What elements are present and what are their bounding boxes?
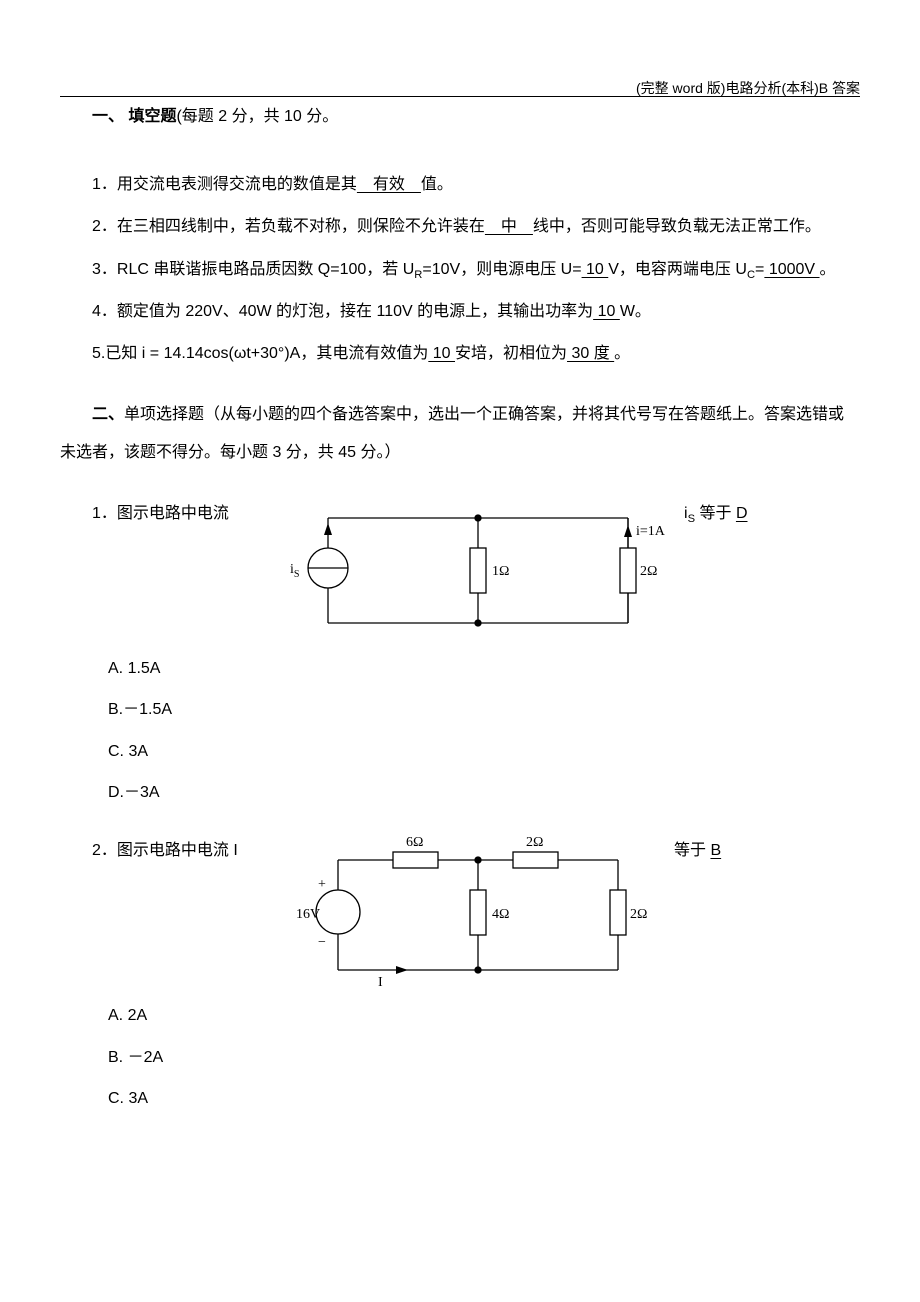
mc1-opt-b: B.－1.5A bbox=[60, 689, 860, 731]
q3-e: 。 bbox=[820, 261, 836, 278]
mc1-stem-right-sub: S bbox=[688, 513, 695, 525]
q3: 3．RLC 串联谐振电路品质因数 Q=100，若 UR=10V，则电源电压 U=… bbox=[60, 251, 860, 289]
mc2-stem-left: 2．图示电路中电流 I bbox=[60, 830, 270, 872]
q3-b: =10V，则电源电压 U= bbox=[422, 261, 581, 278]
mc1-stem-left: 1．图示电路中电流 bbox=[60, 493, 270, 535]
mc2-answer: B bbox=[710, 842, 721, 859]
q1-b: 值。 bbox=[421, 176, 453, 193]
mc1-answer: D bbox=[736, 505, 748, 522]
section1-title-rest: (每题 2 分，共 10 分。 bbox=[176, 108, 338, 125]
section1-title: 一、 填空题(每题 2 分，共 10 分。 bbox=[60, 103, 860, 132]
q3-c: V，电容两端电压 U bbox=[608, 261, 747, 278]
mc2-r1: 6Ω bbox=[406, 835, 423, 850]
mc2-r4: 2Ω bbox=[630, 907, 647, 922]
mc2-stem-right: 等于 B bbox=[666, 830, 721, 872]
q5-c: 。 bbox=[614, 345, 630, 362]
section2-title-rest: 单项选择题（从每小题的四个备选答案中，选出一个正确答案，并将其代号写在答题纸上。… bbox=[60, 406, 844, 461]
mc2-opt-a: A. 2A bbox=[60, 995, 860, 1037]
q1-blank: 有效 bbox=[357, 176, 421, 193]
mc1-circuit: iS 1Ω 2Ω i=1A bbox=[278, 493, 668, 648]
mc2-plus: + bbox=[318, 877, 326, 892]
mc1-i-label: i=1A bbox=[636, 524, 666, 539]
mc1-opt-c: C. 3A bbox=[60, 731, 860, 773]
mc1-stem-right-b: 等于 bbox=[695, 505, 736, 522]
q2-a: 2．在三相四线制中，若负载不对称，则保险不允许装在 bbox=[92, 218, 485, 235]
q5-b: 安培，初相位为 bbox=[455, 345, 567, 362]
mc1-row: 1．图示电路中电流 bbox=[60, 493, 860, 648]
q1-a: 1．用交流电表测得交流电的数值是其 bbox=[92, 176, 357, 193]
mc2-row: 2．图示电路中电流 I bbox=[60, 830, 860, 995]
mc2-i-label: I bbox=[378, 975, 383, 990]
section2-title: 二、单项选择题（从每小题的四个备选答案中，选出一个正确答案，并将其代号写在答题纸… bbox=[60, 396, 860, 473]
page: (完整 word 版)电路分析(本科)B 答案 一、 填空题(每题 2 分，共 … bbox=[0, 0, 920, 1160]
q3-sub2: C bbox=[747, 269, 755, 281]
q3-blank1: 10 bbox=[582, 261, 609, 278]
mc2-minus: − bbox=[318, 935, 326, 950]
q2: 2．在三相四线制中，若负载不对称，则保险不允许装在 中 线中，否则可能导致负载无… bbox=[60, 208, 860, 246]
q4-b: W。 bbox=[620, 303, 651, 320]
q1: 1．用交流电表测得交流电的数值是其 有效 值。 bbox=[60, 166, 860, 204]
q3-blank2: 1000V bbox=[764, 261, 819, 278]
q2-b: 线中，否则可能导致负载无法正常工作。 bbox=[533, 218, 821, 235]
mc1-r1-label: 1Ω bbox=[492, 564, 509, 579]
q4-blank: 10 bbox=[593, 303, 620, 320]
mc1-stem-right: iS 等于 D bbox=[676, 493, 748, 535]
mc2-r2: 2Ω bbox=[526, 835, 543, 850]
mc2-v-label: 16V bbox=[296, 907, 320, 922]
q5-blank2: 30 度 bbox=[567, 345, 614, 362]
header-note: (完整 word 版)电路分析(本科)B 答案 bbox=[636, 78, 860, 98]
mc2-opt-c: C. 3A bbox=[60, 1078, 860, 1120]
section2-title-prefix: 二、 bbox=[92, 406, 124, 423]
q3-a: 3．RLC 串联谐振电路品质因数 Q=100，若 U bbox=[92, 261, 414, 278]
mc2-r3: 4Ω bbox=[492, 907, 509, 922]
mc2-circuit: + 16V − 6Ω 2Ω 4Ω 2Ω I bbox=[278, 830, 658, 995]
mc1-r2-label: 2Ω bbox=[640, 564, 657, 579]
mc1-opt-a: A. 1.5A bbox=[60, 648, 860, 690]
mc1-is-label: iS bbox=[290, 562, 299, 580]
q2-blank: 中 bbox=[485, 218, 533, 235]
q5-a: 5.已知 i = 14.14cos(ωt+30°)A，其电流有效值为 bbox=[92, 345, 428, 362]
mc1-opt-d: D.－3A bbox=[60, 772, 860, 814]
q4-a: 4．额定值为 220V、40W 的灯泡，接在 110V 的电源上，其输出功率为 bbox=[92, 303, 593, 320]
q5: 5.已知 i = 14.14cos(ωt+30°)A，其电流有效值为 10 安培… bbox=[60, 335, 860, 373]
q5-blank1: 10 bbox=[428, 345, 455, 362]
q4: 4．额定值为 220V、40W 的灯泡，接在 110V 的电源上，其输出功率为 … bbox=[60, 293, 860, 331]
mc2-stem-right-a: 等于 bbox=[674, 842, 710, 859]
section1-title-prefix: 一、 填空题 bbox=[92, 108, 176, 125]
q3-d: = bbox=[755, 261, 764, 278]
mc2-opt-b: B. －2A bbox=[60, 1037, 860, 1079]
